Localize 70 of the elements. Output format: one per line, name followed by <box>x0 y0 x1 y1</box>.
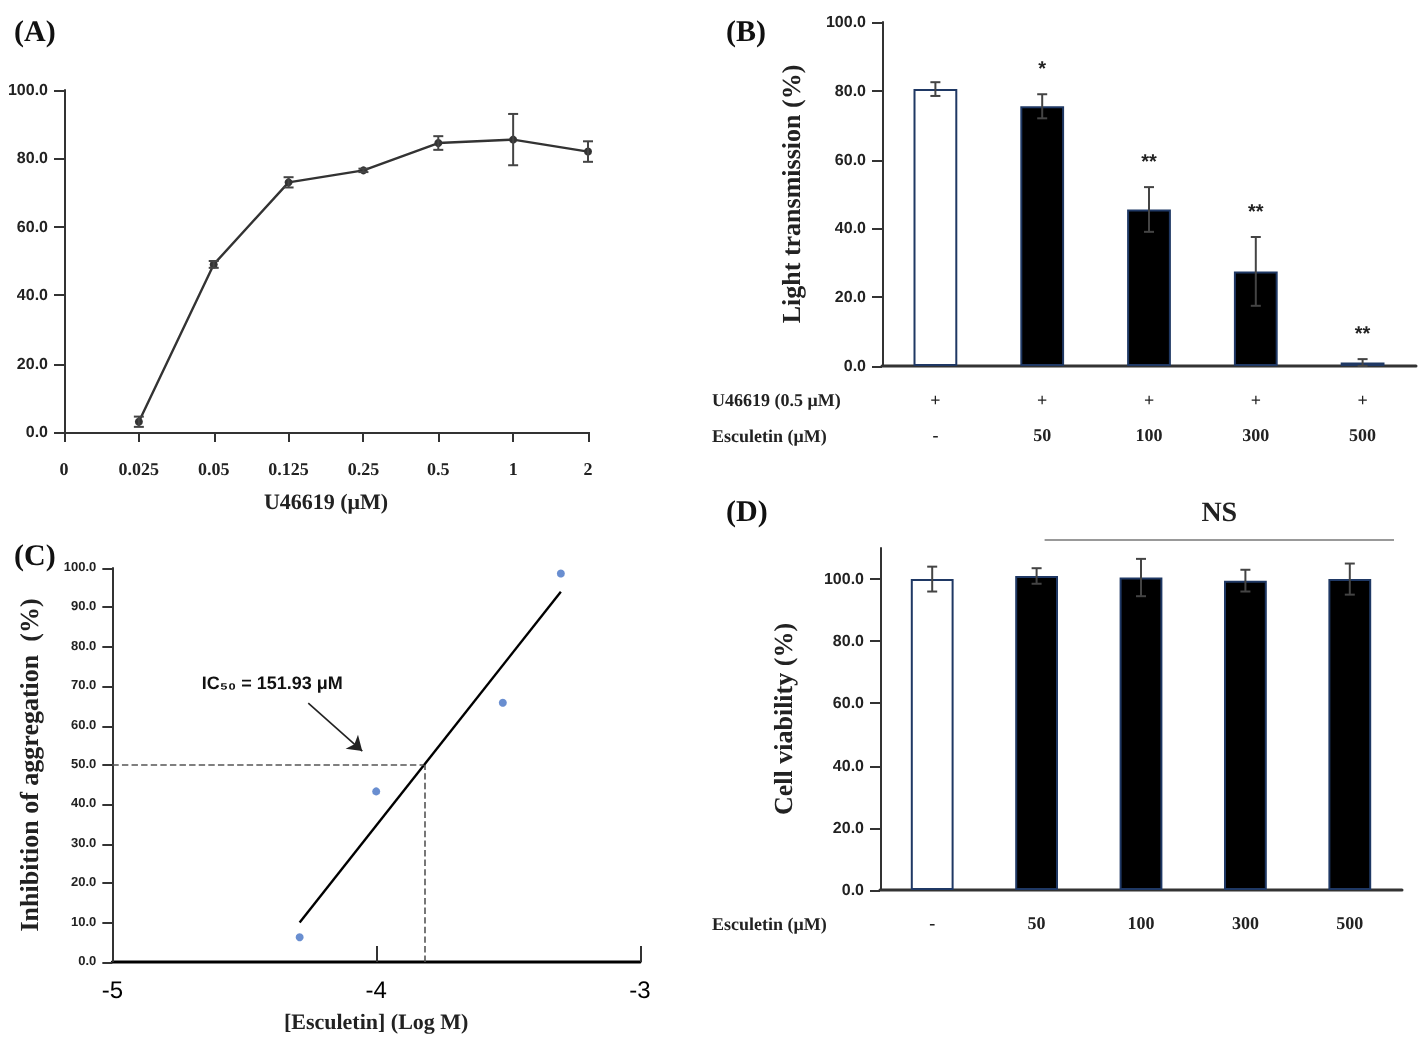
point <box>372 787 381 796</box>
x-axis-title: U46619 (μM) <box>263 491 389 515</box>
point <box>295 933 304 942</box>
text: + <box>1143 390 1155 410</box>
x-axis-title: Esculetin (μM) <box>712 426 827 446</box>
y-tick-label: 80.0 <box>832 632 866 651</box>
y-axis-title: Cell viability (%) <box>768 622 798 816</box>
x-tick-label: 300 <box>1231 913 1260 933</box>
y-tick-label: 40.0 <box>16 286 50 305</box>
y-tick-label: 20.0 <box>832 818 866 837</box>
x-tick-label: -3 <box>629 976 652 1004</box>
x-tick-label: 100 <box>1135 425 1164 445</box>
x-tick-label: 1 <box>508 459 519 479</box>
x-axis-title: Esculetin (μM) <box>712 914 827 934</box>
x-tick-label: 500 <box>1336 913 1365 933</box>
bar <box>1127 209 1171 366</box>
x-tick-label: 0 <box>59 459 70 479</box>
x-axis-title: [Esculetin] (Log M) <box>283 1010 470 1035</box>
y-tick-label: 40.0 <box>834 219 868 238</box>
y-tick-label: 20.0 <box>834 288 868 307</box>
chart-title: (D) <box>726 497 768 529</box>
chart-title: (B) <box>726 17 766 49</box>
x-tick-label: 0.25 <box>347 459 381 479</box>
text: + <box>1357 390 1368 410</box>
x-tick-label: -5 <box>101 976 124 1004</box>
annotation: ** <box>1248 202 1264 224</box>
y-tick-label: 0.0 <box>841 881 866 899</box>
x-tick-label: 100 <box>1127 913 1156 933</box>
x-tick-label: 0.5 <box>427 459 451 479</box>
y-tick-label: 0.0 <box>843 357 868 375</box>
y-tick-label: 100.0 <box>823 570 866 589</box>
x-tick-label: - <box>932 425 939 445</box>
x-tick-label: 0.025 <box>118 459 161 479</box>
point <box>556 569 565 578</box>
x-tick-label: - <box>929 913 936 933</box>
annotation: ** <box>1141 152 1157 175</box>
y-tick-label: 80.0 <box>16 149 50 168</box>
y-tick-label: 100.0 <box>7 81 50 99</box>
y-axis-title: Light transmission (%) <box>776 64 807 324</box>
y-tick-label: 80.0 <box>834 81 868 100</box>
y-tick-label: 60.0 <box>16 217 50 236</box>
bar <box>1233 271 1278 366</box>
text: + <box>930 390 941 410</box>
y-tick-label: 40.0 <box>832 756 866 775</box>
x-tick-label: 50 <box>1027 913 1047 933</box>
text: U46619 (0.5 μM) <box>712 390 841 410</box>
x-tick-label: 0.125 <box>268 459 310 479</box>
y-tick-label: 60.0 <box>834 150 868 169</box>
y-tick-label: 0.0 <box>25 423 50 441</box>
annotation: ** <box>1354 324 1371 347</box>
x-tick-label: -4 <box>365 976 388 1004</box>
bar <box>1020 106 1065 366</box>
y-axis-title: Inhibition of aggregation (%) <box>14 598 44 932</box>
y-tick-label: 20.0 <box>16 354 50 373</box>
y-tick-label: 100.0 <box>825 13 868 31</box>
y-tick-label: 60.0 <box>832 694 866 713</box>
x-tick-label: 300 <box>1242 425 1271 445</box>
bar <box>913 89 958 366</box>
text: NS <box>1201 499 1238 529</box>
chart-title: (C) <box>14 541 56 573</box>
text: + <box>1250 390 1261 410</box>
annotation: IC₅₀ = 151.93 μM <box>201 673 343 694</box>
point <box>498 698 507 707</box>
chart-title: (A) <box>14 17 56 49</box>
x-tick-label: 2 <box>583 459 594 479</box>
x-tick-label: 500 <box>1349 425 1378 445</box>
annotation: * <box>1038 59 1047 82</box>
x-tick-label: 50 <box>1033 425 1053 445</box>
x-tick-label: 0.05 <box>197 459 231 479</box>
text: + <box>1037 390 1048 410</box>
